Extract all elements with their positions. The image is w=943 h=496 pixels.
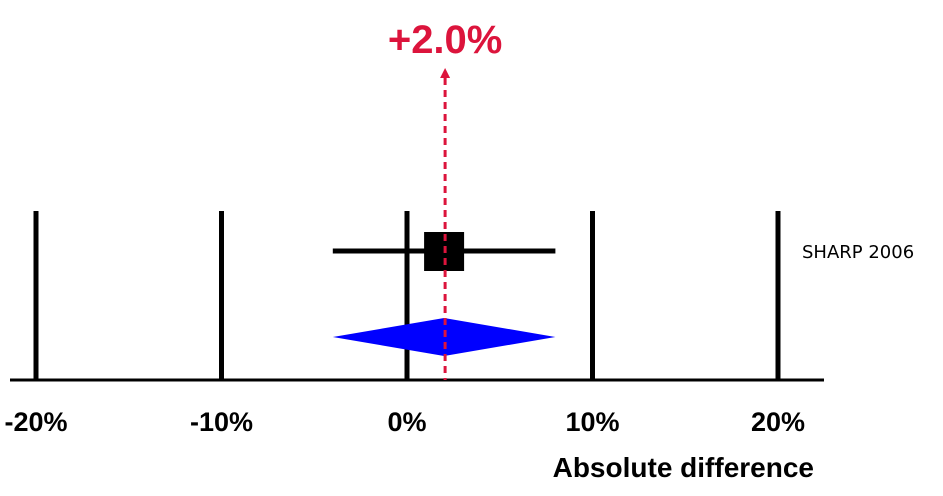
arrow-up-icon	[440, 68, 451, 78]
x-tick-label: 20%	[751, 407, 805, 437]
study-label: SHARP 2006	[802, 242, 914, 263]
x-tick-label: -20%	[4, 407, 67, 437]
x-tick-label: 10%	[565, 407, 619, 437]
x-tick-label: 0%	[387, 407, 426, 437]
x-tick-label: -10%	[190, 407, 253, 437]
gridlines	[33, 211, 781, 380]
study-rows: SHARP 2006	[332, 232, 914, 271]
x-axis-title: Absolute difference	[553, 452, 814, 483]
pooled-effect-label: +2.0%	[388, 18, 503, 62]
x-tick-labels: -20% -10% 0% 10% 20%	[4, 407, 805, 437]
